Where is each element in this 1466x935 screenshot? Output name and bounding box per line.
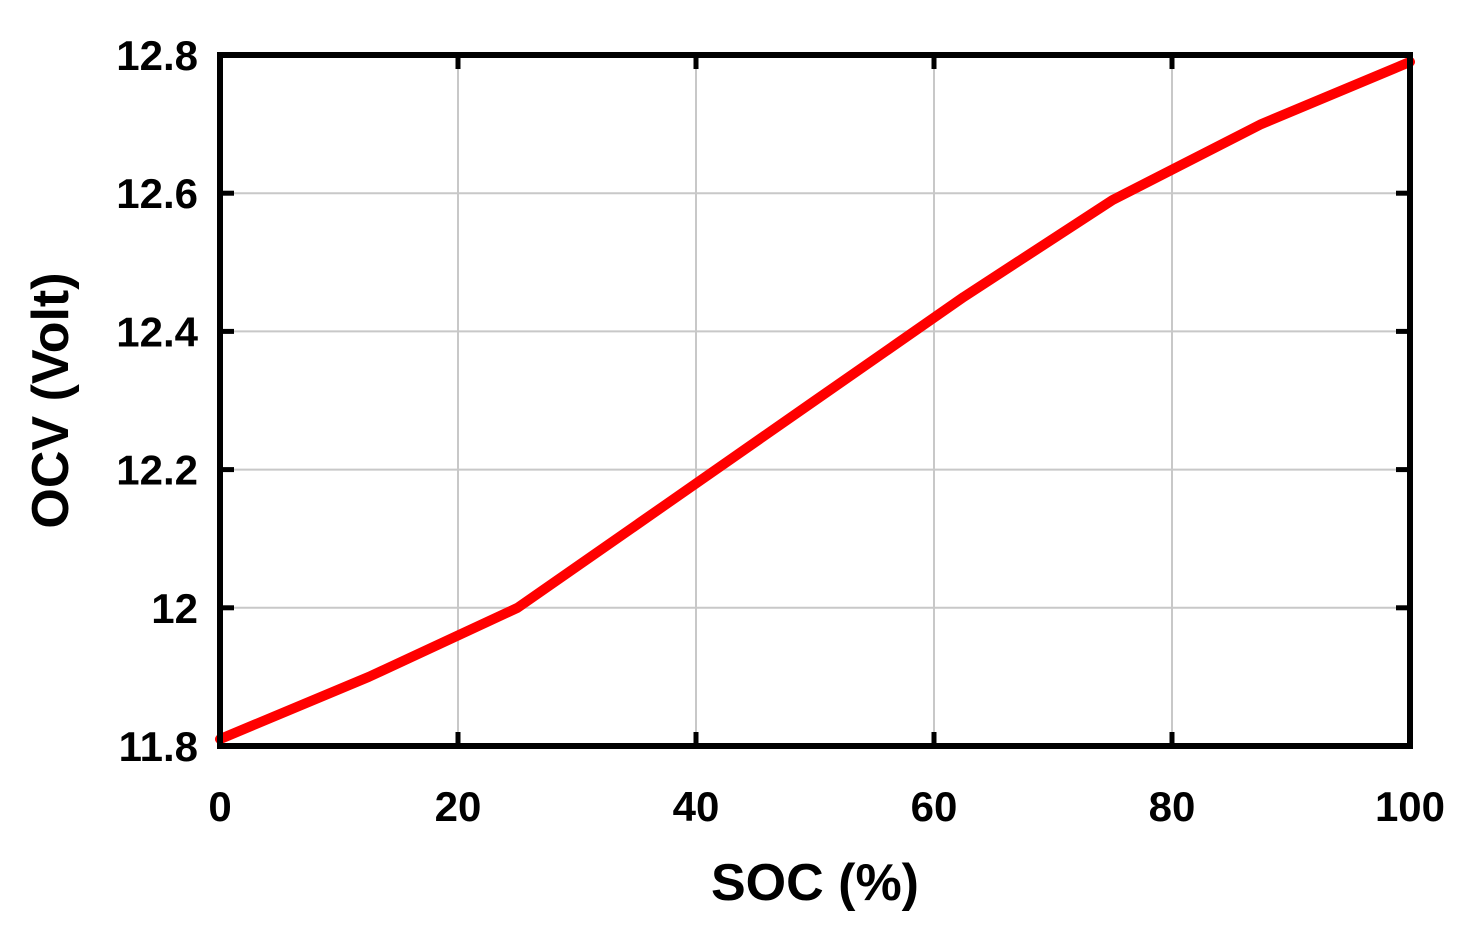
series-line [215,56,1415,745]
y-tick-label: 11.8 [119,723,198,770]
y-tick-label: 12 [151,585,198,632]
y-tick-label: 12.4 [116,308,198,355]
x-tick-label: 80 [1149,783,1196,830]
x-tick-label: 40 [673,783,720,830]
x-tick-label: 0 [208,783,231,830]
x-tick-label: 60 [911,783,958,830]
series-layer [215,56,1415,745]
x-tick-labels: 0 20 40 60 80 100 [208,783,1445,830]
y-tick-label: 12.2 [116,447,198,494]
x-axis-title: SOC (%) [711,854,919,912]
x-tick-label: 100 [1375,783,1445,830]
y-tick-label: 12.8 [116,32,198,79]
x-tick-label: 20 [435,783,482,830]
plot-area-frame [217,52,1413,749]
y-tick-label: 12.6 [116,170,198,217]
axis-ticks [217,52,1413,749]
y-axis-title: OCV (Volt) [22,272,80,528]
y-tick-labels: 11.8 12 12.2 12.4 12.6 12.8 [116,32,198,770]
